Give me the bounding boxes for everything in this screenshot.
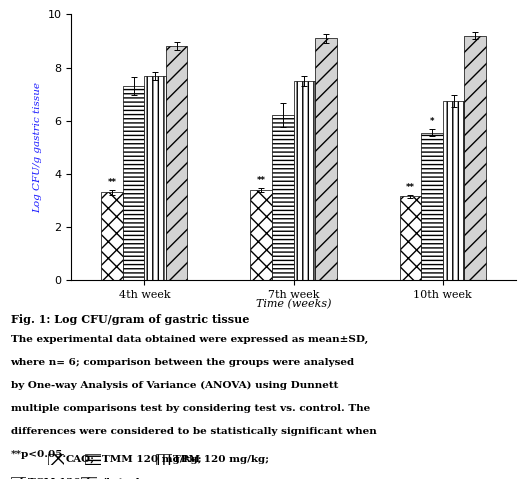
Text: **: ** xyxy=(107,178,116,187)
Text: *: * xyxy=(430,117,434,126)
Text: TMM 120 mg/kg;: TMM 120 mg/kg; xyxy=(103,455,202,464)
Bar xyxy=(123,86,144,280)
Bar xyxy=(101,193,123,280)
Bar xyxy=(443,101,464,280)
Text: by One-way Analysis of Variance (ANOVA) using Dunnett: by One-way Analysis of Variance (ANOVA) … xyxy=(11,381,338,390)
Bar xyxy=(144,76,166,280)
Bar xyxy=(166,46,187,280)
Text: multiple comparisons test by considering test vs. control. The: multiple comparisons test by considering… xyxy=(11,404,370,413)
Text: Fig. 1: Log CFU/gram of gastric tissue: Fig. 1: Log CFU/gram of gastric tissue xyxy=(11,314,249,325)
Text: Time (weeks): Time (weeks) xyxy=(256,299,331,310)
Y-axis label: Log CFU/g gastric tissue: Log CFU/g gastric tissue xyxy=(33,82,42,213)
Bar xyxy=(315,38,336,280)
Bar xyxy=(421,133,443,280)
Text: TCM 120 mg/kg;: TCM 120 mg/kg; xyxy=(28,478,124,479)
Bar xyxy=(251,190,272,280)
Bar xyxy=(400,196,421,280)
Bar xyxy=(464,35,486,280)
Text: where n= 6; comparison between the groups were analysed: where n= 6; comparison between the group… xyxy=(11,358,355,367)
Bar xyxy=(272,115,294,280)
Text: TPM 120 mg/kg;: TPM 120 mg/kg; xyxy=(174,455,269,464)
Bar xyxy=(294,81,315,280)
Text: The experimental data obtained were expressed as mean±SD,: The experimental data obtained were expr… xyxy=(11,335,368,344)
Text: differences were considered to be statistically significant when: differences were considered to be statis… xyxy=(11,427,376,436)
Text: **: ** xyxy=(406,182,415,192)
Text: **p<0.05.: **p<0.05. xyxy=(11,450,67,459)
Text: CAO;: CAO; xyxy=(66,455,95,464)
Text: control: control xyxy=(99,478,141,479)
Text: **: ** xyxy=(257,175,266,184)
